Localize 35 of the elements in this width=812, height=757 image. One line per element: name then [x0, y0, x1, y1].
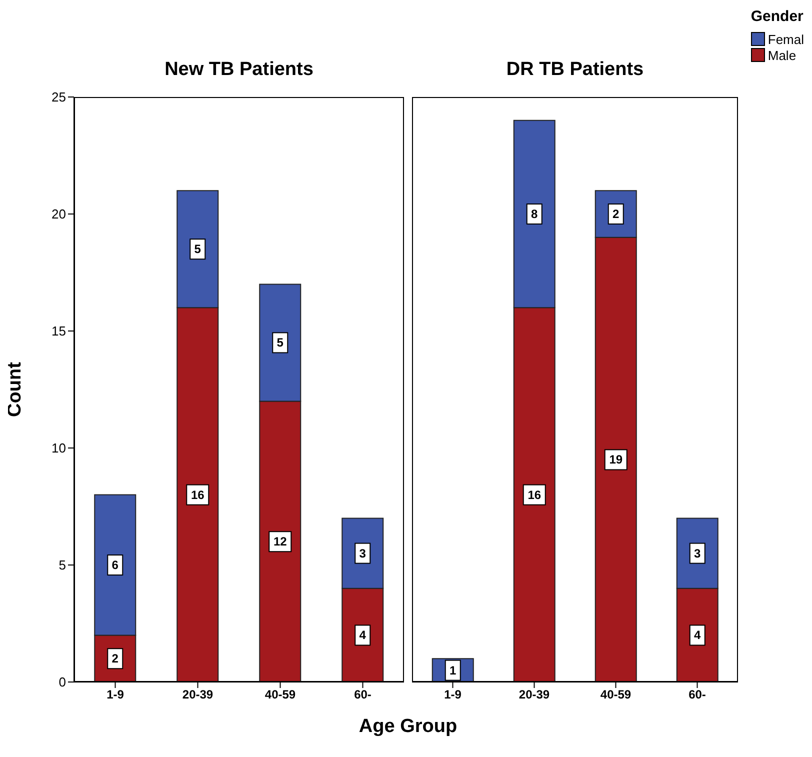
y-tick-label: 5 [58, 558, 66, 573]
data-label: 3 [694, 546, 702, 560]
x-tick-label: 20-39 [182, 688, 214, 702]
data-label: 2 [112, 652, 119, 666]
data-label: 16 [190, 488, 205, 502]
data-label: 5 [276, 336, 284, 350]
data-label: 8 [531, 207, 538, 221]
data-label: 1 [450, 663, 457, 678]
y-tick-label: 15 [52, 324, 66, 339]
x-tick-label: 60- [688, 688, 706, 702]
x-tick-label: 40-59 [264, 688, 296, 702]
data-label: 19 [609, 452, 623, 467]
x-tick-label: 40-59 [600, 688, 632, 702]
data-label: 16 [528, 488, 542, 502]
legend-title: Gender [750, 8, 804, 25]
y-tick-label: 25 [52, 90, 66, 105]
x-tick-label: 60- [354, 688, 372, 702]
data-label: 12 [273, 534, 288, 549]
x-axis-title: Age Group [358, 716, 458, 738]
y-tick-label: 10 [52, 440, 66, 456]
y-tick-label: 20 [52, 206, 66, 222]
legend-label: Femal [768, 32, 804, 46]
chart-title: New TB Patients [164, 58, 314, 82]
data-label: 4 [694, 628, 702, 642]
x-tick-label: 1-9 [106, 688, 124, 702]
data-label: 2 [612, 207, 620, 221]
data-label: 5 [194, 242, 202, 256]
data-label: 3 [359, 546, 366, 560]
data-label: 6 [112, 558, 119, 572]
y-tick-label: 0 [58, 674, 66, 690]
chart-title: DR TB Patients [505, 58, 645, 82]
x-tick-label: 1-9 [444, 688, 462, 702]
legend-label: Male [768, 48, 796, 62]
x-tick-label: 20-39 [518, 688, 550, 702]
data-label: 4 [359, 628, 366, 642]
